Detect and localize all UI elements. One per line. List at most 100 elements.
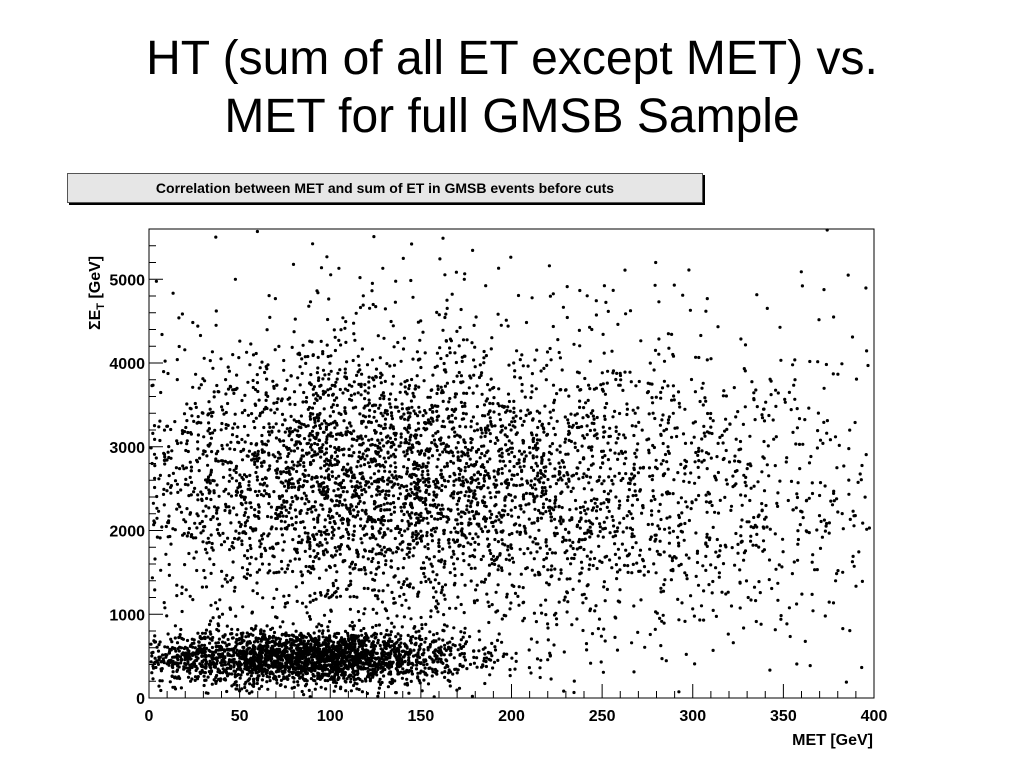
scatter-point [443,485,448,489]
scatter-point [298,646,303,650]
scatter-point [510,441,514,445]
scatter-point [362,501,366,505]
scatter-point [435,599,439,603]
scatter-point [501,654,505,659]
scatter-point [442,531,446,535]
scatter-point [365,654,369,658]
scatter-point [270,649,274,653]
scatter-point [283,666,287,670]
scatter-point [326,354,330,359]
scatter-point [396,496,401,501]
scatter-point [367,398,371,402]
scatter-point [363,457,367,461]
scatter-point [235,652,240,656]
scatter-point [398,444,402,448]
scatter-point [463,658,467,662]
scatter-point [513,369,517,373]
scatter-point [240,458,245,462]
scatter-point [222,677,226,681]
scatter-point [436,517,440,521]
scatter-point [302,693,306,697]
scatter-point [275,400,279,405]
slide-title-line-2: MET for full GMSB Sample [224,90,800,143]
scatter-point [369,476,373,480]
scatter-point [362,586,366,591]
scatter-point [263,653,268,657]
scatter-point [426,646,430,650]
scatter-point [475,428,480,432]
scatter-point [215,528,219,532]
scatter-point [453,395,457,399]
scatter-point [258,482,262,486]
scatter-point [221,640,225,644]
scatter-point [336,662,341,666]
scatter-point [249,505,253,509]
scatter-point [376,662,380,666]
scatter-point [509,601,513,605]
scatter-point [283,418,287,422]
scatter-point [303,468,307,472]
scatter-point [455,374,459,378]
scatter-point [220,584,224,588]
scatter-point [306,647,310,651]
scatter-point [249,651,254,655]
scatter-point [362,653,366,657]
scatter-point [490,557,494,561]
scatter-point [411,586,415,590]
scatter-point [209,571,213,576]
scatter-point [171,665,175,670]
scatter-point [274,527,278,531]
scatter-point [367,651,371,655]
scatter-point [348,565,352,569]
scatter-point [314,654,318,658]
scatter-point [444,339,448,343]
scatter-point [383,663,387,667]
scatter-point [490,336,494,340]
scatter-point [326,388,330,392]
scatter-point [304,361,308,365]
scatter-point [317,658,321,662]
scatter-point [167,445,171,449]
scatter-point [395,477,399,481]
scatter-point [221,663,225,667]
scatter-point [309,647,313,651]
scatter-point [427,577,431,581]
scatter-point [374,403,378,407]
scatter-point [544,497,549,501]
scatter-point [412,409,416,413]
scatter-point [200,654,204,658]
scatter-point [389,423,393,427]
scatter-point [309,677,313,681]
scatter-point [165,614,169,618]
scatter-point [573,498,578,503]
scatter-point [221,459,225,463]
scatter-point [484,664,488,669]
scatter-point [332,398,337,402]
scatter-point [356,391,360,395]
scatter-point [427,492,431,496]
scatter-point [422,379,426,383]
scatter-point [226,401,230,406]
scatter-point [282,443,286,448]
scatter-point [459,307,463,312]
scatter-point [500,428,504,432]
scatter-point [160,525,164,529]
scatter-point [318,396,322,400]
scatter-point [402,655,406,659]
scatter-point [343,629,348,634]
scatter-point [233,447,237,452]
scatter-point [599,660,603,664]
scatter-point [637,420,641,424]
scatter-point [152,452,157,456]
scatter-point [316,676,320,680]
scatter-point [275,383,279,387]
scatter-point [319,455,323,459]
scatter-point [510,446,514,450]
scatter-point [296,671,300,675]
scatter-point [336,640,340,645]
scatter-point [300,642,304,646]
scatter-point [318,541,322,545]
scatter-point [340,448,344,452]
scatter-point [540,458,544,462]
scatter-point [419,566,423,570]
